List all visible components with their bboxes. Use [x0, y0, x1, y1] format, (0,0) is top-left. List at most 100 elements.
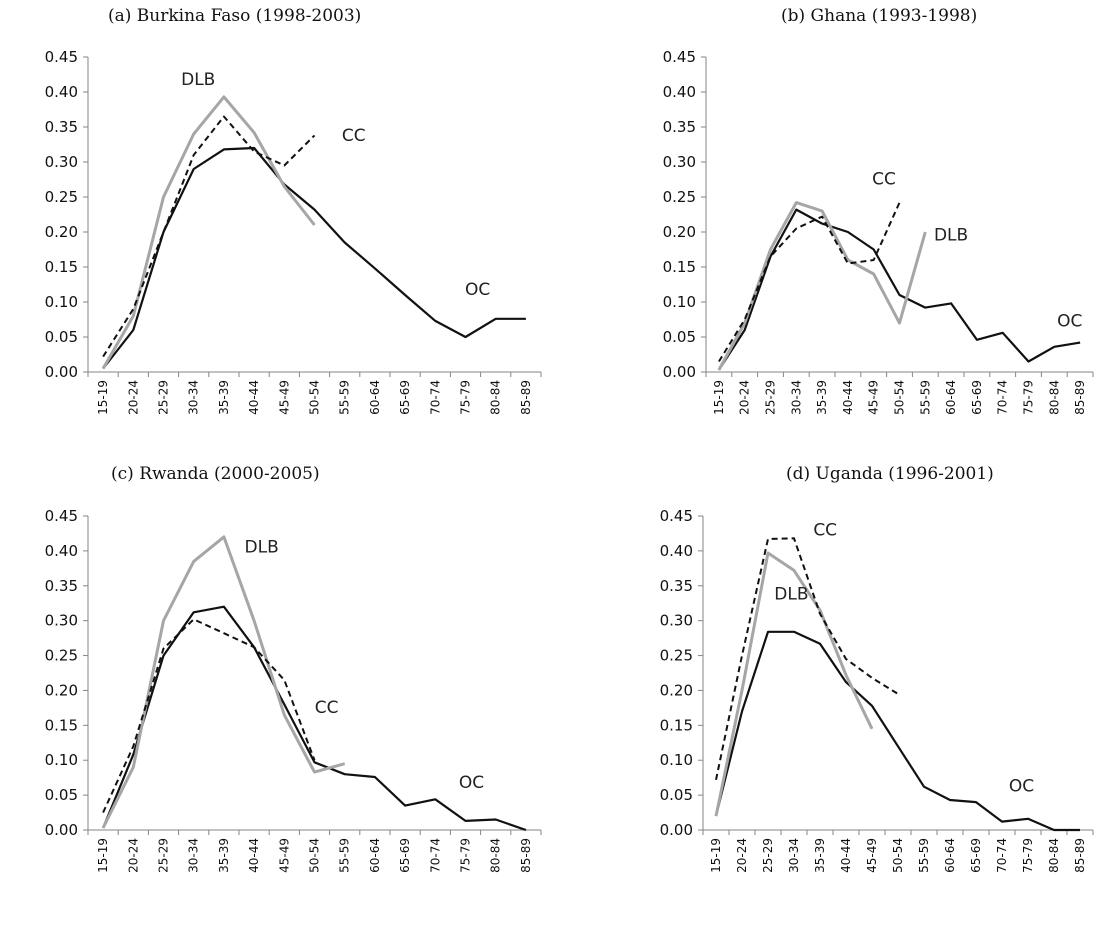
y-tick-label: 0.30	[45, 153, 78, 171]
x-tick-label: 70-74	[995, 838, 1009, 873]
y-tick-label: 0.40	[45, 542, 78, 560]
x-tick-label: 80-84	[489, 380, 503, 415]
y-tick-label: 0.00	[660, 821, 693, 839]
y-tick-label: 0.30	[660, 612, 693, 630]
chart-title: (a) Burkina Faso (1998-2003)	[108, 6, 362, 26]
x-tick-label: 40-44	[247, 380, 261, 415]
y-tick-label: 0.45	[660, 507, 693, 525]
chart-panel-rwanda: (c) Rwanda (2000-2005) 0.00 0.05 0.10 0.15 0…	[0, 457, 552, 911]
series-line-cc	[102, 618, 316, 814]
series-line-dlb	[101, 535, 346, 829]
x-tick-label: 65-69	[970, 380, 984, 415]
y-tick-label: 0.25	[45, 647, 78, 665]
y-tick-label: 0.00	[663, 363, 696, 381]
series-line-oc	[714, 630, 1080, 832]
y-tick-label: 0.20	[660, 681, 693, 699]
y-tick-label: 0.45	[45, 48, 78, 66]
chart-plot: 0.00 0.05 0.10 0.15 0.20 0.25 0.30 0.35 0.40 0.45…	[663, 48, 1094, 415]
series-label-dlb: DLB	[934, 225, 968, 245]
x-tick-label: 55-59	[338, 380, 352, 415]
x-tick-label: 20-24	[738, 380, 752, 415]
y-tick-label: 0.20	[663, 223, 696, 241]
series-line-cc	[715, 537, 899, 781]
y-tick-label: 0.40	[663, 83, 696, 101]
x-tick-label: 70-74	[996, 380, 1010, 415]
x-tick-label: 65-69	[398, 380, 412, 415]
x-tick-label: 85-89	[1073, 380, 1087, 415]
y-tick-label: 0.05	[45, 786, 78, 804]
x-tick-label: 25-29	[157, 380, 171, 415]
x-tick-label: 60-64	[368, 838, 382, 873]
x-tick-label: 45-49	[277, 838, 291, 873]
chart-title: (c) Rwanda (2000-2005)	[111, 464, 320, 484]
x-tick-label: 65-69	[969, 838, 983, 873]
x-tick-label: 25-29	[157, 838, 171, 873]
x-tick-label: 30-34	[789, 380, 803, 415]
y-tick-label: 0.05	[45, 328, 78, 346]
y-tick-label: 0.25	[45, 188, 78, 206]
series-label-cc: CC	[813, 521, 837, 541]
series-label-cc: CC	[872, 169, 896, 189]
x-tick-label: 80-84	[489, 838, 503, 873]
x-tick-label: 35-39	[815, 380, 829, 415]
x-tick-label: 15-19	[96, 380, 110, 415]
y-tick-label: 0.15	[45, 258, 78, 276]
y-tick-label: 0.40	[45, 83, 78, 101]
x-tick-label: 60-64	[368, 380, 382, 415]
chart-panel-burkina-faso: (a) Burkina Faso (1998-2003) 0.00 0.05 0.1…	[0, 0, 552, 455]
x-tick-label: 50-54	[308, 380, 322, 415]
y-tick-label: 0.35	[45, 118, 78, 136]
x-tick-label: 15-19	[709, 838, 723, 873]
y-tick-label: 0.05	[663, 328, 696, 346]
x-tick-label: 45-49	[865, 838, 879, 873]
x-tick-label: 35-39	[217, 380, 231, 415]
series-label-cc: CC	[315, 698, 339, 718]
x-tick-label: 80-84	[1047, 838, 1061, 873]
x-tick-label: 30-34	[787, 838, 801, 873]
x-tick-label: 20-24	[126, 380, 140, 415]
x-tick-label: 15-19	[96, 838, 110, 873]
x-tick-label: 55-59	[917, 838, 931, 873]
x-tick-label: 60-64	[943, 838, 957, 873]
x-tick-label: 85-89	[1073, 838, 1087, 873]
x-tick-label: 35-39	[813, 838, 827, 873]
y-tick-label: 0.15	[45, 716, 78, 734]
series-label-cc: CC	[342, 126, 366, 146]
x-tick-label: 70-74	[428, 838, 442, 873]
y-tick-label: 0.10	[45, 293, 78, 311]
x-tick-label: 20-24	[126, 838, 140, 873]
x-tick-label: 50-54	[891, 838, 905, 873]
series-label-dlb: DLB	[181, 70, 215, 90]
y-tick-label: 0.15	[663, 258, 696, 276]
chart-title: (d) Uganda (1996-2001)	[786, 464, 994, 484]
chart-plot: 0.00 0.05 0.10 0.15 0.20 0.25 0.30 0.35 0.40 0.45…	[45, 48, 542, 415]
y-tick-label: 0.00	[45, 821, 78, 839]
x-tick-label: 75-79	[459, 380, 473, 415]
series-label-oc: OC	[459, 773, 484, 793]
x-tick-label: 50-54	[308, 838, 322, 873]
y-tick-label: 0.25	[660, 647, 693, 665]
x-tick-label: 75-79	[1021, 838, 1035, 873]
series-line-dlb	[714, 551, 874, 817]
y-tick-label: 0.15	[660, 716, 693, 734]
y-tick-label: 0.25	[663, 188, 696, 206]
y-tick-label: 0.10	[660, 751, 693, 769]
series-label-dlb: DLB	[245, 537, 279, 557]
y-tick-label: 0.30	[663, 153, 696, 171]
y-tick-label: 0.10	[45, 751, 78, 769]
y-tick-label: 0.20	[45, 681, 78, 699]
x-tick-label: 80-84	[1047, 380, 1061, 415]
series-line-oc	[717, 208, 1081, 371]
series-label-oc: OC	[1009, 777, 1034, 797]
chart-panel-ghana: (b) Ghana (1993-1998) 0.00 0.05 0.10 0.15 0.…	[635, 0, 1104, 455]
series-label-oc: OC	[1057, 312, 1082, 332]
y-tick-label: 0.40	[660, 542, 693, 560]
y-tick-label: 0.35	[663, 118, 696, 136]
x-tick-label: 75-79	[459, 838, 473, 873]
series-line-oc	[102, 605, 527, 832]
series-label-oc: OC	[465, 280, 490, 300]
x-tick-label: 45-49	[867, 380, 881, 415]
x-tick-label: 30-34	[187, 838, 201, 873]
x-tick-label: 55-59	[338, 838, 352, 873]
chart-title: (b) Ghana (1993-1998)	[781, 6, 978, 26]
